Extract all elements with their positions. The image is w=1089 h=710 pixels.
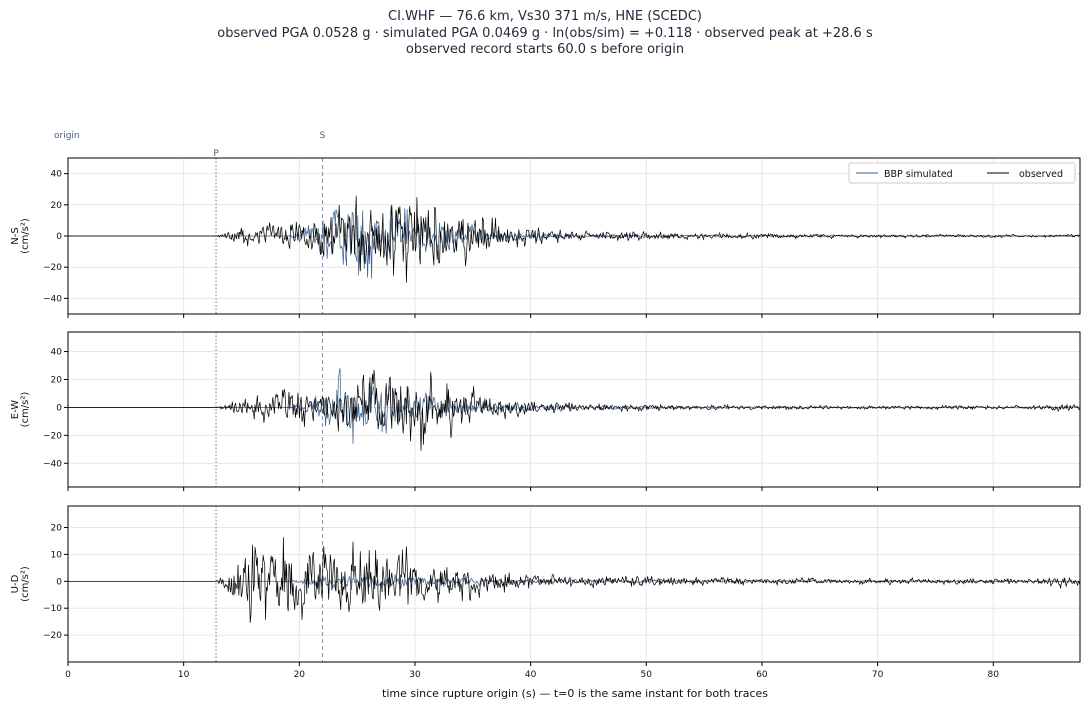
y-tick-label: 0 bbox=[56, 577, 62, 587]
y-axis-label: (cm/s²) bbox=[20, 218, 31, 254]
y-tick-label: −40 bbox=[43, 459, 62, 469]
y-tick-label: 10 bbox=[51, 550, 63, 560]
origin-label: origin bbox=[54, 131, 80, 141]
observed-trace bbox=[68, 369, 1080, 451]
y-tick-label: 0 bbox=[56, 403, 62, 413]
x-axis-title: time since rupture origin (s) — t=0 is t… bbox=[382, 687, 768, 700]
y-axis-label: N-S bbox=[10, 227, 21, 244]
y-axis-label: E-W bbox=[10, 400, 21, 420]
y-tick-label: 20 bbox=[51, 524, 63, 534]
simulated-trace bbox=[68, 205, 1080, 279]
y-tick-label: 20 bbox=[51, 375, 63, 385]
x-tick-label: 80 bbox=[988, 670, 1000, 680]
y-tick-label: 40 bbox=[51, 348, 63, 358]
y-tick-label: 0 bbox=[56, 232, 62, 242]
y-tick-label: −20 bbox=[43, 263, 62, 273]
y-axis-label: U-D bbox=[10, 574, 21, 593]
panel-ns: −40 −20 0 20 40 N-S (cm/s²) origin P S BBP simulat… bbox=[10, 131, 1081, 318]
y-axis-label: (cm/s²) bbox=[20, 392, 31, 428]
x-tick-label: 20 bbox=[294, 670, 306, 680]
legend: BBP simulated observed bbox=[848, 162, 1076, 184]
y-tick-label: −20 bbox=[43, 631, 62, 641]
x-tick-label: 60 bbox=[756, 670, 768, 680]
y-tick-label: −10 bbox=[43, 604, 62, 614]
observed-trace bbox=[68, 195, 1080, 283]
y-tick-label: −20 bbox=[43, 431, 62, 441]
y-tick-label: −40 bbox=[43, 294, 62, 304]
x-tick-label: 40 bbox=[525, 670, 537, 680]
y-tick-label: 20 bbox=[51, 201, 63, 211]
legend-observed-label: observed bbox=[1019, 169, 1063, 180]
p-phase-label: P bbox=[213, 149, 219, 159]
x-tick-label: 10 bbox=[178, 670, 190, 680]
legend-box bbox=[848, 162, 1076, 184]
panel-ew: −40 −20 0 20 40 E-W (cm/s²) bbox=[10, 331, 1081, 491]
simulated-trace bbox=[68, 571, 1080, 591]
x-tick-label: 30 bbox=[409, 670, 421, 680]
title-line: CI.WHF — 76.6 km, Vs30 371 m/s, HNE (SCE… bbox=[388, 9, 702, 24]
title-line: observed PGA 0.0528 g · simulated PGA 0.… bbox=[217, 26, 873, 41]
y-axis-label: (cm/s²) bbox=[20, 566, 31, 602]
x-axis-label: time since rupture origin (s) — t=0 is t… bbox=[382, 687, 768, 700]
figure-title: CI.WHF — 76.6 km, Vs30 371 m/s, HNE (SCE… bbox=[217, 9, 873, 57]
y-tick-label: 40 bbox=[51, 170, 63, 180]
x-tick-label: 70 bbox=[872, 670, 884, 680]
observed-trace bbox=[68, 537, 1080, 623]
panel-frame bbox=[67, 505, 1081, 663]
panel-ud: −20 −10 0 10 20 0 10 20 30 40 50 60 70 80 U-D (cm/s²) bbox=[10, 505, 1081, 680]
legend-simulated-label: BBP simulated bbox=[884, 169, 953, 180]
panel-frame bbox=[67, 331, 1081, 488]
x-tick-label: 0 bbox=[65, 670, 71, 680]
title-line: observed record starts 60.0 s before ori… bbox=[406, 42, 684, 57]
s-phase-label: S bbox=[320, 131, 326, 141]
x-tick-label: 50 bbox=[641, 670, 653, 680]
